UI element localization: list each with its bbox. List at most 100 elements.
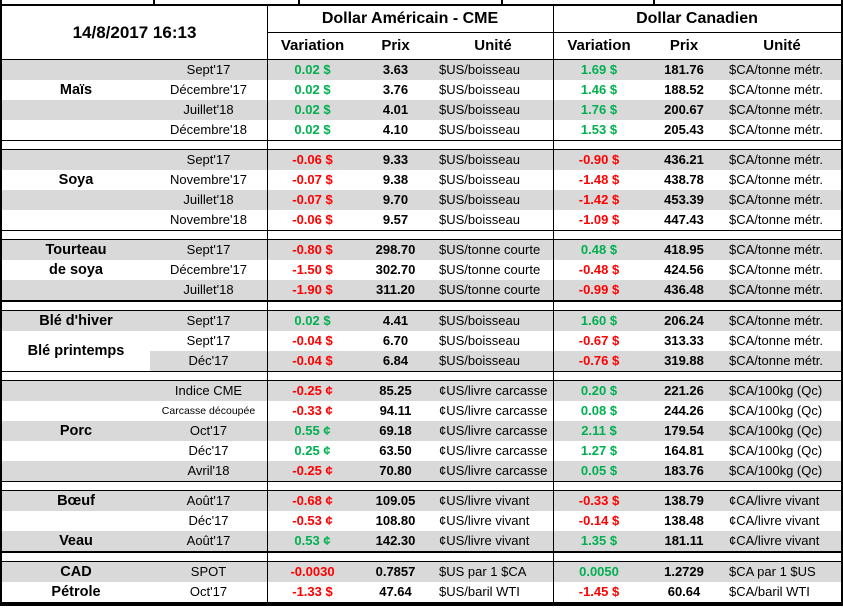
us-variation: -0.25 ¢ [292, 463, 333, 478]
section-mais: Sept'17 0.02 $ 3.63 $US/boisseau 1.69 $ 181.7… [2, 59, 841, 141]
contract-month: Carcasse découpée [161, 405, 256, 417]
ca-variation: 1.27 $ [580, 443, 618, 458]
us-variation: 0.53 ¢ [294, 533, 331, 548]
ca-price: 181.11 [664, 533, 704, 548]
ca-variation: -1.48 $ [578, 172, 620, 187]
contract-month: Novembre'18 [170, 212, 247, 227]
us-unit: ¢US/livre carcasse [439, 403, 548, 418]
ca-price: 453.39 [664, 192, 704, 207]
us-variation: 0.02 $ [294, 62, 331, 77]
ca-variation: 0.0050 [579, 564, 619, 579]
ca-price: 183.76 [664, 463, 704, 478]
us-variation: -0.06 $ [292, 212, 333, 227]
table-row: Sept'17 0.02 $ 3.63 $US/boisseau 1.69 $ 181.7… [2, 60, 841, 80]
ca-price: 436.48 [664, 282, 704, 297]
us-variation: 0.02 $ [294, 313, 331, 328]
top-cell-ticks [0, 0, 843, 4]
us-price: 6.70 [382, 333, 409, 348]
ca-price: 164.81 [664, 443, 704, 458]
cad-variation-header: Variation [567, 37, 631, 54]
us-price: 9.57 [382, 212, 409, 227]
table-frame: 14/8/2017 16:13 Dollar Américain - CME D… [0, 4, 843, 606]
us-unit: ¢US/livre carcasse [439, 423, 548, 438]
ca-variation: 1.60 $ [580, 313, 618, 328]
commodity-label [2, 511, 150, 531]
ca-unit: $CA/tonne métr. [729, 313, 823, 328]
ca-price: 205.43 [664, 122, 704, 137]
table-row: Déc'17 -0.04 $ 6.84 $US/boisseau -0.76 $ 319.… [2, 351, 841, 371]
ca-unit: $CA/tonne métr. [729, 192, 823, 207]
table-row: Juillet'18 -1.90 $ 311.20 $US/tonne courte -… [2, 280, 841, 300]
ca-price: 138.48 [664, 513, 704, 528]
us-unit: $US/boisseau [439, 152, 520, 167]
table-row: CAD SPOT -0.0030 0.7857 $US par 1 $CA 0.0050 1… [2, 562, 841, 582]
table-row: Bœuf Août'17 -0.68 ¢ 109.05 ¢US/livre vivant… [2, 491, 841, 511]
contract-month: Oct'17 [189, 423, 228, 438]
commodity-label: CAD [60, 564, 92, 580]
table-row: Avril'18 -0.25 ¢ 70.80 ¢US/livre carcasse 0.… [2, 461, 841, 481]
commodity-label: Veau [59, 533, 93, 549]
ca-unit: $CA/tonne métr. [729, 82, 823, 97]
table-row: Indice CME -0.25 ¢ 85.25 ¢US/livre carcasse… [2, 381, 841, 401]
contract-month: Août'17 [186, 533, 231, 548]
table-row: Soya Novembre'17 -0.07 $ 9.38 $US/boisseau -1… [2, 170, 841, 190]
cad-unite-header: Unité [763, 37, 801, 54]
column-tick [501, 0, 503, 4]
ca-unit: $CA par 1 $US [729, 564, 816, 579]
us-variation: -0.07 $ [292, 192, 333, 207]
section-soya: Sept'17 -0.06 $ 9.33 $US/boisseau -0.90 $ 436… [2, 149, 841, 231]
us-unit: $US/boisseau [439, 212, 520, 227]
ca-unit: $CA/100kg (Qc) [729, 383, 823, 398]
section-gap [2, 302, 841, 310]
us-unit: $US/boisseau [439, 122, 520, 137]
us-price: 108.80 [375, 513, 416, 528]
table-row: Décembre'18 0.02 $ 4.10 $US/boisseau 1.53 $ 2… [2, 120, 841, 140]
ca-variation: 0.05 $ [580, 463, 618, 478]
section-tourteau-de-soya: Tourteau Sept'17 -0.80 $ 298.70 $US/tonne co… [2, 239, 841, 302]
ca-unit: $CA/tonne métr. [729, 242, 823, 257]
vertical-divider-usd [267, 6, 268, 603]
section-gap [2, 141, 841, 149]
us-variation: -0.06 $ [292, 152, 333, 167]
us-price: 142.30 [375, 533, 416, 548]
section-porc: Indice CME -0.25 ¢ 85.25 ¢US/livre carcasse… [2, 380, 841, 482]
commodity-label [2, 401, 150, 421]
table-row: Sept'17 -0.06 $ 9.33 $US/boisseau -0.90 $ 436… [2, 150, 841, 170]
ca-price: 319.88 [664, 353, 704, 368]
us-price: 109.05 [375, 493, 416, 508]
ca-price: 1.2729 [664, 564, 704, 579]
contract-month: Décembre'17 [170, 262, 247, 277]
ca-unit: $CA/100kg (Qc) [729, 463, 823, 478]
contract-month: Déc'17 [188, 513, 229, 528]
ca-price: 313.33 [664, 333, 704, 348]
us-variation: -0.33 ¢ [292, 403, 333, 418]
us-variation: 0.02 $ [294, 82, 331, 97]
commodity-label: Tourteau [45, 242, 107, 258]
sections: Sept'17 0.02 $ 3.63 $US/boisseau 1.69 $ 181.7… [2, 59, 841, 603]
us-unit: $US/boisseau [439, 333, 520, 348]
ca-unit: $CA/tonne métr. [729, 262, 823, 277]
ca-price: 138.79 [664, 493, 704, 508]
ca-unit: $CA/tonne métr. [729, 152, 823, 167]
ca-price: 188.52 [664, 82, 704, 97]
us-unit: ¢US/livre vivant [439, 513, 530, 528]
ca-unit: ¢CA/livre vivant [729, 513, 820, 528]
us-price: 9.38 [382, 172, 409, 187]
us-variation: -0.04 $ [292, 353, 333, 368]
usd-prix-header: Prix [381, 37, 410, 54]
us-unit: $US/tonne courte [439, 262, 541, 277]
table-row: Novembre'18 -0.06 $ 9.57 $US/boisseau -1.09 … [2, 210, 841, 230]
commodity-label [2, 60, 150, 80]
commodity-label: Soya [58, 172, 94, 188]
us-price: 94.11 [379, 403, 412, 418]
ca-unit: $CA/100kg (Qc) [729, 443, 823, 458]
ca-variation: -0.90 $ [578, 152, 620, 167]
commodity-label [2, 461, 150, 481]
ca-unit: $CA/tonne métr. [729, 62, 823, 77]
ca-unit: ¢CA/livre vivant [729, 533, 820, 548]
table-row: Juillet'18 0.02 $ 4.01 $US/boisseau 1.76 $ 20… [2, 100, 841, 120]
usd-unite-header: Unité [474, 37, 512, 54]
contract-month: Sept'17 [186, 313, 231, 328]
ca-variation: -1.45 $ [578, 584, 620, 599]
